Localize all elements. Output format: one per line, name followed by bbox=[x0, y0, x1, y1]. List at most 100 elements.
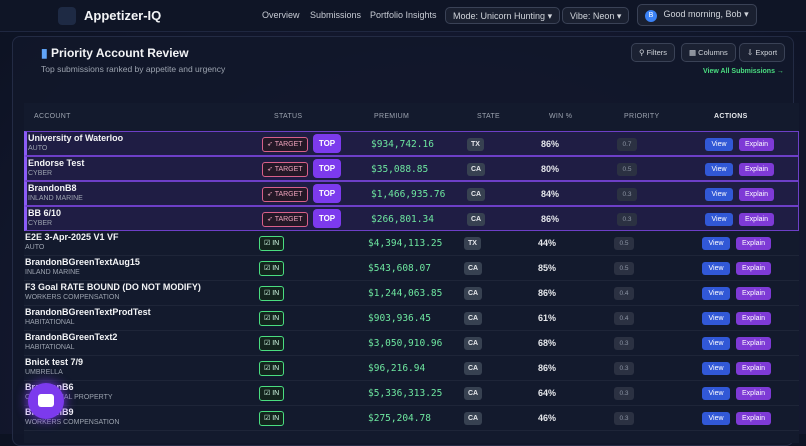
line-of-business: WORKERS COMPENSATION bbox=[25, 294, 120, 301]
column-header[interactable]: PREMIUM bbox=[374, 113, 410, 120]
status-text: IN bbox=[272, 315, 280, 322]
win-rate: 85% bbox=[538, 263, 557, 273]
brand: Appetizer-IQ bbox=[84, 8, 162, 23]
explain-button[interactable]: Explain bbox=[736, 412, 771, 425]
avatar: B bbox=[645, 10, 657, 22]
table-row: BrandonB6COMMERCIAL PROPERTY☑ IN$5,336,3… bbox=[24, 381, 799, 406]
premium: $96,216.94 bbox=[368, 363, 426, 374]
view-button[interactable]: View bbox=[702, 337, 730, 350]
account-name[interactable]: University of Waterloo bbox=[28, 133, 124, 143]
account-name[interactable]: F3 Goal RATE BOUND (DO NOT MODIFY) bbox=[25, 282, 201, 292]
top-badge: TOP bbox=[313, 209, 341, 228]
explain-button[interactable]: Explain bbox=[739, 188, 774, 201]
state-badge: CA bbox=[464, 312, 483, 325]
explain-button[interactable]: Explain bbox=[736, 362, 771, 375]
status-badge: ☑ IN bbox=[259, 286, 285, 301]
state-badge: CA bbox=[464, 337, 483, 350]
explain-button[interactable]: Explain bbox=[736, 337, 771, 350]
view-button[interactable]: View bbox=[702, 387, 730, 400]
explain-button[interactable]: Explain bbox=[739, 163, 774, 176]
win-rate: 61% bbox=[538, 313, 557, 323]
account-name[interactable]: Bnick test 7/9 bbox=[25, 357, 84, 367]
column-header[interactable]: ACCOUNT bbox=[34, 113, 71, 120]
status-text: IN bbox=[272, 340, 280, 347]
view-button[interactable]: View bbox=[702, 412, 730, 425]
account-name[interactable]: Endorse Test bbox=[28, 158, 85, 168]
explain-button[interactable]: Explain bbox=[736, 387, 771, 400]
account-name[interactable]: BrandonB8 bbox=[28, 183, 77, 193]
line-of-business: AUTO bbox=[28, 145, 48, 152]
view-button[interactable]: View bbox=[705, 213, 733, 226]
view-button[interactable]: View bbox=[705, 188, 733, 201]
explain-button[interactable]: Explain bbox=[739, 138, 774, 151]
status-badge: ➶ TARGET bbox=[262, 212, 308, 227]
status-icon: ➶ bbox=[267, 166, 275, 173]
state-badge: CA bbox=[467, 188, 486, 201]
state-badge: CA bbox=[464, 387, 483, 400]
priority-badge: 0.3 bbox=[614, 362, 634, 375]
columns-button[interactable]: ▦ Columns bbox=[681, 43, 736, 62]
premium: $266,801.34 bbox=[371, 214, 434, 225]
win-rate: 80% bbox=[541, 164, 560, 174]
priority-badge: 0.3 bbox=[617, 213, 637, 226]
account-name[interactable]: BrandonBGreenTextProdTest bbox=[25, 307, 151, 317]
nav-link[interactable]: Submissions bbox=[310, 10, 362, 20]
premium: $934,742.16 bbox=[371, 139, 434, 150]
assistant-button[interactable] bbox=[28, 383, 64, 419]
table-row: BrandonBGreenTextAug15 INLAND MARINE ☑ IN $… bbox=[24, 256, 799, 281]
nav-link[interactable]: Overview bbox=[262, 10, 300, 20]
view-button[interactable]: View bbox=[705, 163, 733, 176]
table-row: BrandonB9WORKERS COMPENSATION☑ IN$275,20… bbox=[24, 406, 799, 431]
line-of-business: INLAND MARINE bbox=[28, 195, 83, 202]
view-button[interactable]: View bbox=[705, 138, 733, 151]
view-button[interactable]: View bbox=[702, 287, 730, 300]
state-badge: CA bbox=[464, 412, 483, 425]
column-header[interactable]: STATUS bbox=[274, 113, 303, 120]
top-badge: TOP bbox=[313, 134, 341, 153]
win-rate: 84% bbox=[541, 189, 560, 199]
view-all-link[interactable]: View All Submissions → bbox=[703, 68, 784, 75]
column-header[interactable]: PRIORITY bbox=[624, 113, 660, 120]
view-button[interactable]: View bbox=[702, 262, 730, 275]
explain-button[interactable]: Explain bbox=[739, 213, 774, 226]
status-text: TARGET bbox=[274, 166, 303, 173]
logo bbox=[58, 7, 76, 25]
mode-select[interactable]: Mode: Unicorn Hunting ▾ bbox=[445, 7, 561, 24]
nav-link[interactable]: Portfolio Insights bbox=[370, 10, 437, 20]
status-badge: ➶ TARGET bbox=[262, 187, 308, 202]
account-name[interactable]: BB 6/10 bbox=[28, 208, 62, 218]
line-of-business: CYBER bbox=[28, 220, 53, 227]
status-text: TARGET bbox=[274, 191, 303, 198]
column-header[interactable]: WIN % bbox=[549, 113, 573, 120]
column-header[interactable]: STATE bbox=[477, 113, 501, 120]
vibe: Vibe: Neon bbox=[570, 11, 615, 21]
filters-button[interactable]: ⚲ Filters bbox=[631, 43, 675, 62]
table-row: Bnick test 7/9 UMBRELLA ☑ IN $96,216.94 CA 86… bbox=[24, 356, 799, 381]
premium: $1,244,063.85 bbox=[368, 288, 443, 299]
mode: Mode: Unicorn Hunting bbox=[453, 11, 546, 21]
premium: $35,088.85 bbox=[371, 164, 429, 175]
explain-button[interactable]: Explain bbox=[736, 237, 771, 250]
account-name[interactable]: BrandonBGreenText2 bbox=[25, 332, 118, 342]
vibe-select[interactable]: Vibe: Neon ▾ bbox=[562, 7, 630, 24]
priority-badge: 0.4 bbox=[614, 287, 634, 300]
account-name[interactable]: BrandonBGreenTextAug15 bbox=[25, 257, 140, 267]
view-button[interactable]: View bbox=[702, 362, 730, 375]
state-badge: CA bbox=[467, 213, 486, 226]
explain-button[interactable]: Explain bbox=[736, 312, 771, 325]
view-button[interactable]: View bbox=[702, 312, 730, 325]
view-button[interactable]: View bbox=[702, 237, 730, 250]
status-text: TARGET bbox=[274, 141, 303, 148]
status-text: TARGET bbox=[274, 216, 303, 223]
export-button[interactable]: ⇩ Export bbox=[739, 43, 786, 62]
explain-button[interactable]: Explain bbox=[736, 262, 771, 275]
user-menu[interactable]: B Good morning, Bob ▾ bbox=[637, 4, 757, 26]
table: ACCOUNT STATUS PREMIUM STATE WIN % PRIORITY AC… bbox=[24, 103, 799, 443]
explain-button[interactable]: Explain bbox=[736, 287, 771, 300]
win-rate: 86% bbox=[541, 139, 560, 149]
status-icon: ☑ bbox=[264, 340, 273, 347]
premium: $1,466,935.76 bbox=[371, 189, 446, 200]
account-name[interactable]: E2E 3-Apr-2025 V1 VF bbox=[25, 232, 119, 242]
state-badge: CA bbox=[464, 262, 483, 275]
